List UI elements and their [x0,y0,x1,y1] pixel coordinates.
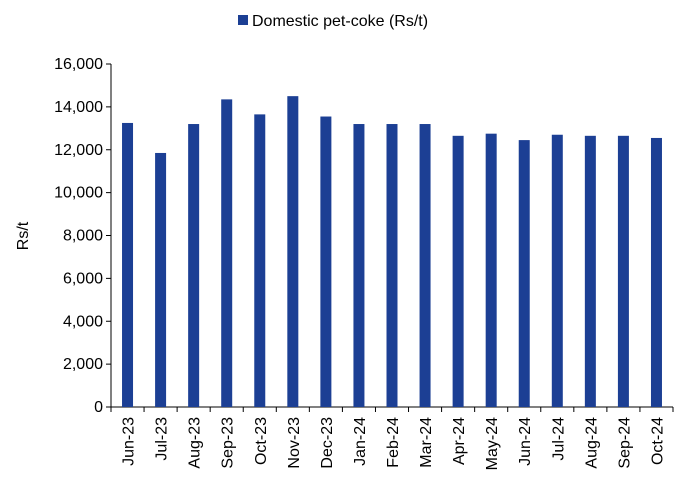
x-tick-label: Jun-23 [121,417,138,466]
bar-jul-23 [155,152,167,407]
x-tick-label: Oct-24 [649,417,666,465]
bar-aug-24 [584,135,596,408]
y-tick-label: 10,000 [54,185,103,202]
x-tick-label: Aug-23 [187,417,204,469]
y-tick-label: 16,000 [54,56,103,73]
bar-oct-24 [650,137,662,407]
bar-sep-24 [617,135,629,408]
y-axis-title: Rs/t [15,221,32,250]
bars [122,96,662,408]
bar-aug-23 [188,124,200,408]
y-tick-label: 0 [94,399,103,416]
bar-oct-23 [254,114,266,408]
x-tick-label: Dec-23 [319,417,336,469]
y-tick-label: 6,000 [63,270,103,287]
x-tick-label: Oct-23 [253,417,270,465]
x-tick-label: Jul-23 [154,417,171,461]
y-tick-label: 12,000 [54,142,103,159]
x-axis: Jun-23 Jul-23 Aug-23 Sep-23 Oct-23 Nov-23 Dec-… [110,406,674,470]
x-tick-label: Apr-24 [451,417,468,465]
x-tick-label: Feb-24 [385,417,402,468]
y-tick-label: 2,000 [63,356,103,373]
x-tick-label: Sep-24 [616,417,633,469]
bar-jan-24 [353,124,365,408]
bar-jul-24 [551,134,563,407]
bar-apr-24 [452,135,464,408]
bar-dec-23 [320,116,332,407]
bar-sep-23 [221,99,233,407]
y-tick-label: 14,000 [54,99,103,116]
legend: Domestic pet-coke (Rs/t) [238,13,428,30]
x-tick-label: Sep-23 [220,417,237,469]
bar-jun-24 [518,140,530,407]
legend-swatch [238,15,248,25]
bar-jun-23 [122,122,134,407]
y-axis: 0 2,000 4,000 6,000 8,000 10,000 12,000 14,000 1… [54,56,112,416]
x-tick-label: May-24 [484,417,501,470]
legend-label: Domestic pet-coke (Rs/t) [252,13,428,30]
bar-mar-24 [419,124,431,408]
y-tick-label: 4,000 [63,313,103,330]
x-tick-label: Nov-23 [286,417,303,469]
bar-may-24 [485,133,497,407]
y-tick-label: 8,000 [63,228,103,245]
x-tick-label: Aug-24 [583,417,600,469]
bar-nov-23 [287,96,299,407]
bar-feb-24 [386,124,398,408]
x-tick-label: Jun-24 [517,417,534,466]
x-tick-label: Jan-24 [352,417,369,466]
x-tick-label: Mar-24 [418,417,435,468]
x-tick-label: Jul-24 [550,417,567,461]
